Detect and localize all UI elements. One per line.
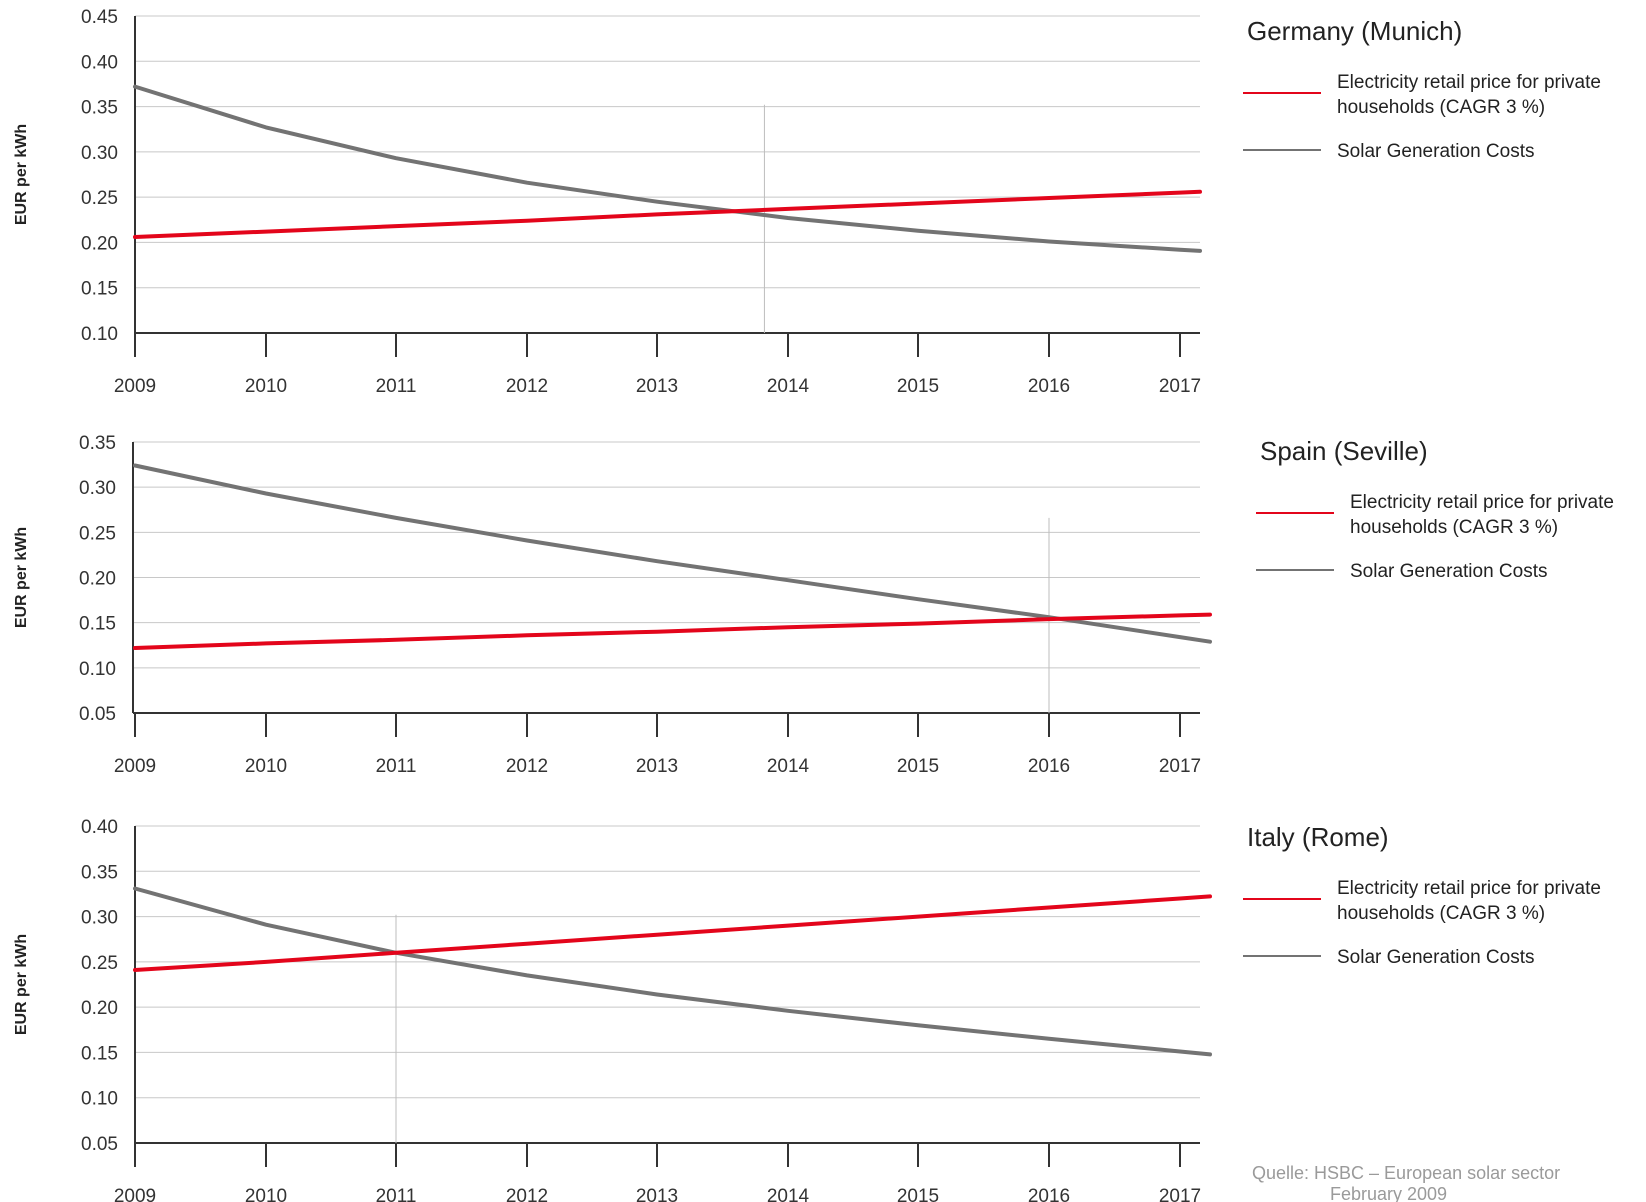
y-tick-label: 0.30 bbox=[81, 143, 118, 164]
y-tick-label: 0.30 bbox=[81, 908, 118, 929]
series-line-retail-price bbox=[133, 894, 1212, 972]
x-tick-label: 2017 bbox=[1159, 1186, 1201, 1202]
y-axis-title: EUR per kWh bbox=[13, 527, 30, 628]
legend-label-retail: Electricity retail price for private bbox=[1337, 72, 1601, 93]
chart-title: Spain (Seville) bbox=[1260, 436, 1428, 466]
series-line-solar-costs bbox=[133, 886, 1212, 1057]
y-tick-label: 0.10 bbox=[79, 659, 116, 680]
x-tick-label: 2009 bbox=[114, 1186, 156, 1202]
x-tick-label: 2013 bbox=[636, 376, 678, 397]
x-tick-label: 2012 bbox=[506, 1186, 548, 1202]
y-tick-label: 0.15 bbox=[79, 614, 116, 635]
x-tick-label: 2015 bbox=[897, 756, 939, 777]
source-note: February 2009 bbox=[1330, 1184, 1447, 1202]
legend-label-retail: households (CAGR 3 %) bbox=[1337, 903, 1545, 924]
legend-label-solar: Solar Generation Costs bbox=[1350, 561, 1548, 582]
y-axis-title: EUR per kWh bbox=[13, 934, 30, 1035]
legend-label-retail: households (CAGR 3 %) bbox=[1337, 97, 1545, 118]
y-tick-label: 0.20 bbox=[81, 998, 118, 1019]
y-tick-label: 0.05 bbox=[81, 1134, 118, 1155]
legend-label-retail: Electricity retail price for private bbox=[1337, 878, 1601, 899]
series-line-retail-price bbox=[133, 189, 1202, 239]
chart-panel-3: 0.05 0.10 0.15 0.20 0.25 0.30 0.35 0.40 EUR per … bbox=[13, 817, 1601, 1202]
y-axis-title: EUR per kWh bbox=[13, 124, 30, 225]
legend: Italy (Rome) Electricity retail price for… bbox=[1243, 822, 1601, 968]
x-tick-label: 2015 bbox=[897, 376, 939, 397]
legend-label-retail: households (CAGR 3 %) bbox=[1350, 517, 1558, 538]
y-tick-label: 0.20 bbox=[81, 233, 118, 254]
x-tick-label: 2014 bbox=[767, 1186, 810, 1202]
series-line-solar-costs bbox=[133, 463, 1212, 644]
y-tick-label: 0.10 bbox=[81, 324, 118, 345]
chart-title: Germany (Munich) bbox=[1247, 16, 1462, 46]
y-tick-label: 0.10 bbox=[81, 1089, 118, 1110]
y-tick-label: 0.35 bbox=[81, 862, 118, 883]
y-tick-label: 0.15 bbox=[81, 279, 118, 300]
x-tick-label: 2016 bbox=[1028, 1186, 1070, 1202]
y-tick-label: 0.45 bbox=[81, 7, 118, 28]
x-tick-label: 2013 bbox=[636, 1186, 678, 1202]
x-tick-label: 2011 bbox=[376, 756, 417, 777]
x-tick-label: 2009 bbox=[114, 376, 156, 397]
y-tick-label: 0.40 bbox=[81, 52, 118, 73]
y-tick-label: 0.40 bbox=[81, 817, 118, 838]
chart-panel-2: 0.05 0.10 0.15 0.20 0.25 0.30 0.35 EUR per kWh 2… bbox=[13, 433, 1614, 777]
x-tick-label: 2015 bbox=[897, 1186, 939, 1202]
legend: Spain (Seville) Electricity retail price … bbox=[1256, 436, 1614, 582]
series-line-solar-costs bbox=[133, 84, 1202, 253]
y-tick-label: 0.35 bbox=[81, 98, 118, 119]
y-tick-label: 0.30 bbox=[79, 478, 116, 499]
x-tick-label: 2012 bbox=[506, 756, 548, 777]
legend-label-solar: Solar Generation Costs bbox=[1337, 947, 1535, 968]
x-tick-label: 2010 bbox=[245, 1186, 287, 1202]
chart-title: Italy (Rome) bbox=[1247, 822, 1389, 852]
chart-panel-1: 0.10 0.15 0.20 0.25 0.30 0.35 0.40 0.45 EUR per … bbox=[13, 7, 1601, 397]
x-tick-label: 2017 bbox=[1159, 376, 1201, 397]
x-tick-label: 2014 bbox=[767, 756, 810, 777]
y-tick-label: 0.35 bbox=[79, 433, 116, 454]
x-tick-label: 2012 bbox=[506, 376, 548, 397]
x-tick-label: 2009 bbox=[114, 756, 156, 777]
source-note: Quelle: HSBC – European solar sector bbox=[1252, 1163, 1560, 1183]
y-tick-label: 0.15 bbox=[81, 1043, 118, 1064]
series-line-retail-price bbox=[133, 612, 1212, 650]
legend-label-retail: Electricity retail price for private bbox=[1350, 492, 1614, 513]
x-tick-label: 2011 bbox=[376, 376, 417, 397]
x-tick-label: 2017 bbox=[1159, 756, 1201, 777]
y-tick-label: 0.25 bbox=[79, 523, 116, 544]
y-tick-label: 0.25 bbox=[81, 188, 118, 209]
x-tick-label: 2010 bbox=[245, 756, 287, 777]
x-tick-label: 2010 bbox=[245, 376, 287, 397]
y-tick-label: 0.20 bbox=[79, 569, 116, 590]
y-tick-label: 0.05 bbox=[79, 704, 116, 725]
legend-label-solar: Solar Generation Costs bbox=[1337, 141, 1535, 162]
x-tick-label: 2016 bbox=[1028, 756, 1070, 777]
x-tick-label: 2016 bbox=[1028, 376, 1070, 397]
x-tick-label: 2011 bbox=[376, 1186, 417, 1202]
x-tick-label: 2014 bbox=[767, 376, 810, 397]
y-tick-label: 0.25 bbox=[81, 953, 118, 974]
x-tick-label: 2013 bbox=[636, 756, 678, 777]
legend: Germany (Munich) Electricity retail price… bbox=[1243, 16, 1601, 162]
